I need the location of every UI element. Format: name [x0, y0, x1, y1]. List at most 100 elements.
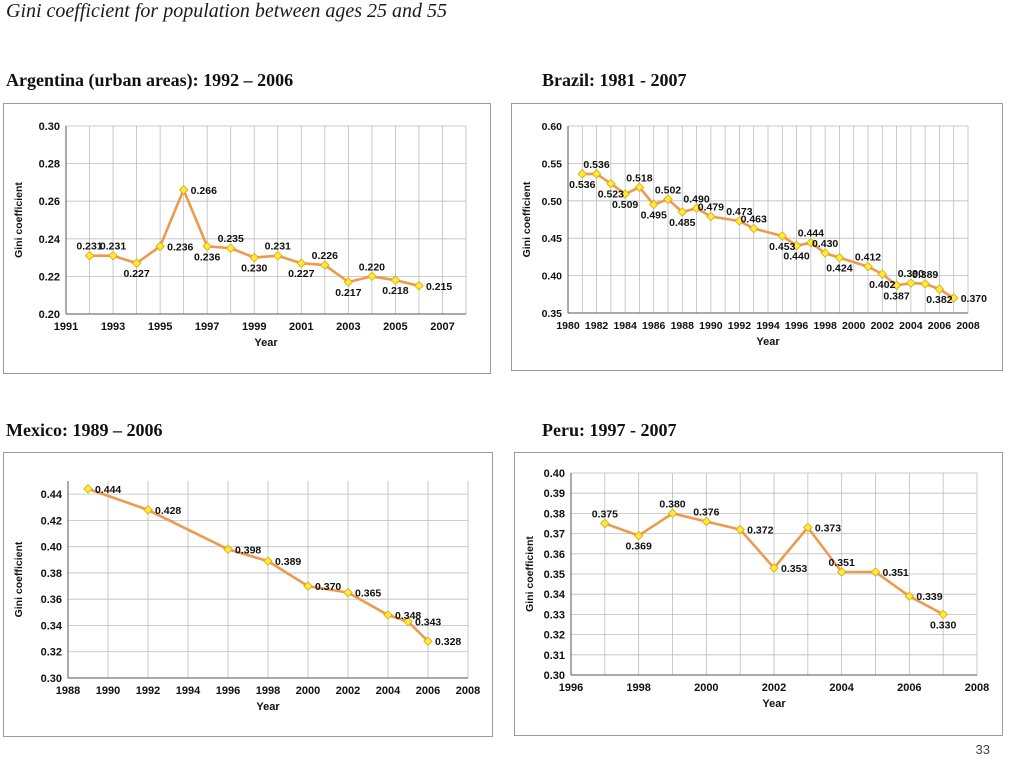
- argentina-point: [155, 241, 165, 252]
- peru-ytick-label: 0.32: [544, 630, 565, 642]
- brazil-ytick-label: 0.55: [542, 158, 563, 170]
- mexico-point: [223, 544, 233, 555]
- argentina-data-label: 0.215: [426, 281, 452, 293]
- mexico-xtick-label: 2004: [376, 685, 401, 697]
- argentina-data-label: 0.227: [288, 268, 314, 280]
- chart-brazil-svg: 0.35 0.40 0.45 0.50 0.55 0.60 1980 1982 1984 1986…: [521, 121, 987, 348]
- mexico-xtick-label: 2000: [296, 685, 320, 697]
- brazil-xtick-label: 1986: [642, 320, 666, 332]
- brazil-data-label: 0.485: [669, 217, 695, 229]
- brazil-xtick-label: 2008: [956, 320, 980, 332]
- brazil-ytick-label: 0.35: [542, 308, 563, 320]
- mexico-data-label: 0.343: [415, 617, 441, 629]
- argentina-point: [272, 250, 283, 261]
- mexico-ytick-label: 0.36: [41, 594, 62, 606]
- peru-point: [938, 609, 948, 620]
- argentina-data-label: 0.227: [123, 268, 149, 280]
- argentina-point: [131, 258, 142, 269]
- argentina-data-label: 0.236: [194, 251, 220, 263]
- brazil-data-label: 0.430: [812, 238, 838, 250]
- mexico-ytick-label: 0.42: [41, 515, 62, 527]
- peru-data-label: 0.330: [930, 619, 956, 631]
- peru-xtick-label: 2008: [965, 682, 989, 694]
- peru-ytick-label: 0.39: [544, 488, 565, 500]
- argentina-xtick-label: 1997: [195, 321, 219, 333]
- argentina-data-label: 0.235: [218, 233, 244, 245]
- peru-xtick-label: 2002: [762, 682, 786, 694]
- brazil-data-label: 0.440: [783, 251, 809, 263]
- peru-ytick-label: 0.30: [544, 670, 565, 682]
- argentina-xtick-label: 1995: [148, 321, 172, 333]
- argentina-ytick-label: 0.30: [39, 121, 60, 133]
- argentina-point: [414, 281, 424, 291]
- mexico-ytick-label: 0.32: [41, 647, 62, 659]
- chart-mexico: 0.30 0.32 0.34 0.36 0.38 0.40 0.42 0.44 1988 1990…: [3, 452, 493, 737]
- argentina-ytick-label: 0.24: [39, 234, 61, 246]
- argentina-data-label: 0.266: [191, 185, 217, 197]
- mexico-data-label: 0.348: [395, 610, 421, 622]
- mexico-data-label: 0.328: [435, 636, 461, 648]
- brazil-point: [748, 223, 759, 234]
- brazil-point: [806, 237, 816, 248]
- page-title: Gini coefficient for population between …: [6, 0, 448, 22]
- peru-ylabel: Gini coefficient: [524, 536, 536, 612]
- argentina-ytick-label: 0.26: [39, 196, 60, 208]
- brazil-data-label: 0.518: [626, 172, 652, 184]
- mexico-xtick-label: 1994: [176, 685, 201, 697]
- brazil-point: [920, 279, 930, 289]
- peru-data-label: 0.353: [781, 563, 807, 575]
- argentina-point: [390, 275, 401, 285]
- mexico-ytick-label: 0.34: [41, 620, 63, 632]
- mexico-xtick-label: 2008: [456, 685, 480, 697]
- argentina-point: [178, 185, 189, 195]
- peru-xtick-label: 2000: [694, 682, 718, 694]
- mexico-xtick-label: 1996: [216, 685, 240, 697]
- mexico-xtick-label: 1998: [256, 685, 280, 697]
- argentina-ytick-label: 0.20: [39, 309, 60, 321]
- brazil-point: [877, 269, 888, 279]
- brazil-data-label: 0.495: [641, 210, 667, 222]
- brazil-point: [648, 199, 659, 210]
- brazil-ytick-label: 0.60: [542, 121, 563, 133]
- argentina-data-label: 0.217: [335, 287, 361, 299]
- mexico-point: [143, 505, 153, 515]
- brazil-data-label: 0.490: [683, 193, 709, 205]
- mexico-xtick-label: 2002: [336, 685, 360, 697]
- brazil-data-label: 0.402: [869, 279, 895, 291]
- mexico-ytick-label: 0.38: [41, 568, 62, 580]
- argentina-xtick-label: 1991: [54, 321, 78, 333]
- argentina-ytick-label: 0.22: [39, 271, 60, 283]
- brazil-data-label: 0.479: [698, 202, 724, 214]
- peru-point: [600, 518, 610, 529]
- brazil-point: [834, 252, 845, 263]
- argentina-ylabel: Gini coefficient: [13, 182, 25, 258]
- chart-title-peru: Peru: 1997 - 2007: [542, 420, 677, 440]
- chart-brazil: 0.35 0.40 0.45 0.50 0.55 0.60 1980 1982 1984 1986…: [511, 103, 1003, 371]
- mexico-point: [343, 587, 353, 598]
- brazil-data-label: 0.387: [883, 290, 909, 302]
- brazil-xtick-label: 2004: [899, 320, 923, 332]
- brazil-data-label: 0.412: [855, 252, 881, 264]
- peru-xlabel: Year: [762, 698, 786, 710]
- brazil-data-label: 0.453: [769, 241, 795, 253]
- brazil-xtick-label: 1994: [756, 320, 780, 332]
- brazil-xtick-label: 1984: [613, 320, 637, 332]
- brazil-data-label: 0.473: [726, 206, 752, 218]
- brazil-point: [634, 182, 645, 193]
- brazil-point: [706, 211, 716, 222]
- peru-data-label: 0.351: [883, 567, 909, 579]
- peru-ytick-label: 0.40: [544, 468, 565, 480]
- peru-point: [803, 522, 813, 533]
- argentina-point: [343, 277, 354, 287]
- argentina-data-label: 0.231: [76, 241, 102, 253]
- mexico-point: [83, 484, 93, 494]
- argentina-point: [225, 243, 236, 253]
- argentina-xlabel: Year: [254, 337, 278, 349]
- brazil-xtick-label: 2002: [871, 320, 895, 332]
- peru-ytick-label: 0.31: [544, 650, 565, 662]
- peru-point: [769, 563, 779, 573]
- brazil-point: [948, 293, 959, 303]
- argentina-data-label: 0.218: [382, 285, 408, 297]
- brazil-point: [663, 194, 673, 205]
- argentina-xtick-label: 1993: [101, 321, 125, 333]
